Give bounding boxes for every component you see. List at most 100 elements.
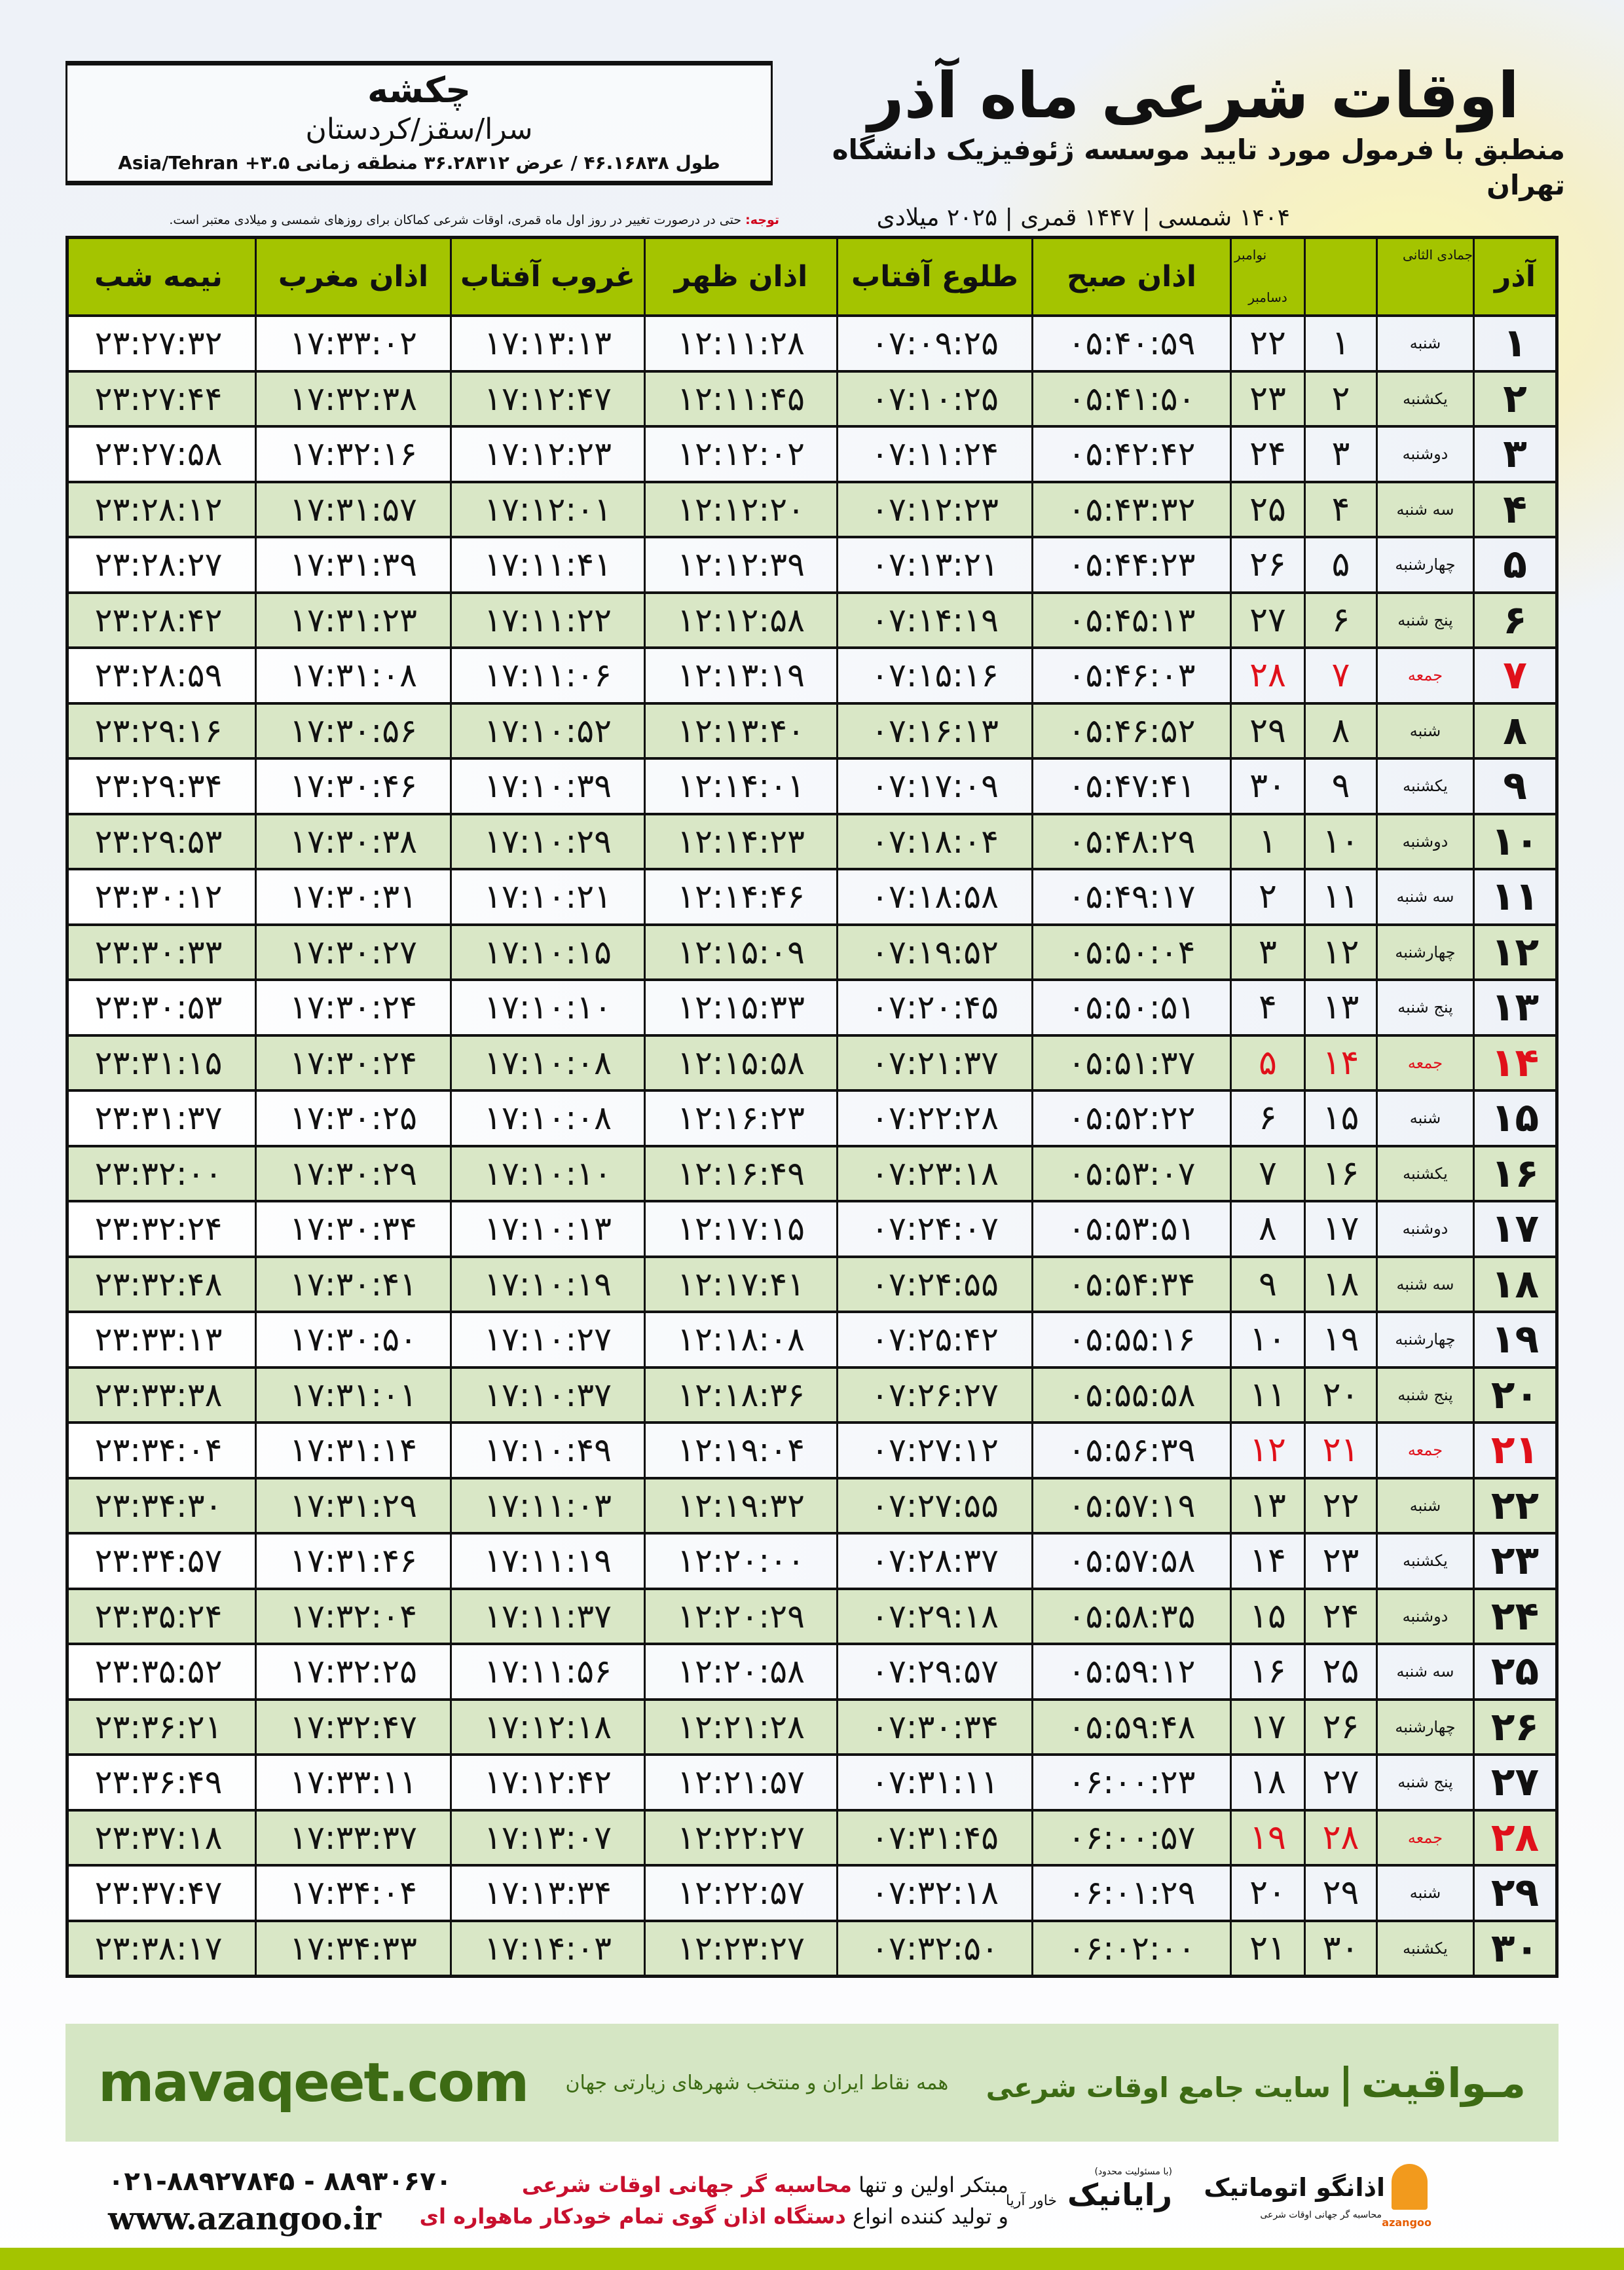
day-number: ۲۲ [1473,1479,1555,1532]
hijri-day: ۴ [1304,483,1376,536]
sunset-time: ۱۷:۱۱:۰۳ [450,1479,644,1532]
region-name: سرا/سقز/کردستان [305,113,533,146]
fajr-time: ۰۵:۴۷:۴۱ [1031,760,1230,813]
day-number: ۲۳ [1473,1535,1555,1588]
fajr-time: ۰۵:۴۳:۳۲ [1031,483,1230,536]
fajr-time: ۰۶:۰۲:۰۰ [1031,1922,1230,1975]
day-number: ۲۹ [1473,1867,1555,1920]
maghrib-time: ۱۷:۳۴:۰۴ [255,1867,450,1920]
day-number: ۳۰ [1473,1922,1555,1975]
sunset-time: ۱۷:۱۰:۱۰ [450,1147,644,1200]
header-month: آذر [1473,239,1555,314]
fajr-time: ۰۵:۵۷:۵۸ [1031,1535,1230,1588]
hijri-day: ۱۶ [1304,1147,1376,1200]
table-header: آذر جمادی الثانی نوامبر دسامبر اذان صبح ط… [69,239,1555,314]
slogan-line2: و تولید کننده انواع [845,2204,1008,2229]
gregorian-day: ۲۹ [1230,704,1304,757]
midnight-time: ۲۳:۲۸:۲۷ [94,546,223,584]
sunset-time: ۱۷:۱۰:۲۹ [450,815,644,868]
hijri-day: ۲ [1304,372,1376,425]
table-row: ۱ شنبه ۱ ۲۲ ۰۵:۴۰:۵۹ ۰۷:۰۹:۲۵ ۱۲:۱۱:۲۸ ۱۷:۱۳:۱۳… [69,314,1555,370]
weekday: سه شنبه [1376,483,1473,536]
day-number: ۹ [1473,760,1555,813]
table-row: ۲۸ جمعه ۲۸ ۱۹ ۰۶:۰۰:۵۷ ۰۷:۳۱:۴۵ ۱۲:۲۲:۲۷ ۱۷:۱۳:… [69,1808,1555,1864]
sunset-time: ۱۷:۱۱:۵۶ [450,1645,644,1698]
table-row: ۲۱ جمعه ۲۱ ۱۲ ۰۵:۵۶:۳۹ ۰۷:۲۷:۱۲ ۱۲:۱۹:۰۴ ۱۷:۱۰:… [69,1421,1555,1477]
sunrise-time: ۰۷:۱۷:۰۹ [836,760,1031,813]
table-row: ۳۰ یکشنبه ۳۰ ۲۱ ۰۶:۰۲:۰۰ ۰۷:۳۲:۵۰ ۱۲:۲۳:۲۷ ۱۷:۱… [69,1919,1555,1975]
hijri-day: ۵ [1304,538,1376,591]
weekday: سه شنبه [1376,1645,1473,1698]
dhuhr-time: ۱۲:۲۱:۵۷ [644,1756,836,1809]
sunrise-time: ۰۷:۲۱:۳۷ [836,1036,1031,1089]
header-hijri-label: جمادی الثانی [1403,247,1473,263]
hijri-day: ۱ [1304,317,1376,370]
fajr-time: ۰۵:۵۹:۱۲ [1031,1645,1230,1698]
midnight-time: ۲۳:۳۶:۲۱ [94,1707,223,1746]
table-row: ۲۴ دوشنبه ۲۴ ۱۵ ۰۵:۵۸:۳۵ ۰۷:۲۹:۱۸ ۱۲:۲۰:۲۹ ۱۷:۱… [69,1587,1555,1643]
site-link[interactable]: mavaqeet.com [98,2051,529,2114]
dhuhr-time: ۱۲:۱۴:۲۳ [644,815,836,868]
dhuhr-time: ۱۲:۱۳:۱۹ [644,649,836,702]
sunset-time: ۱۷:۱۰:۳۷ [450,1368,644,1421]
hijri-day: ۱۹ [1304,1313,1376,1366]
dhuhr-time: ۱۲:۱۲:۰۲ [644,428,836,481]
day-number: ۲۵ [1473,1645,1555,1698]
midnight-time: ۲۳:۲۸:۱۲ [94,490,223,529]
sunset-time: ۱۷:۱۰:۱۵ [450,925,644,978]
maghrib-time: ۱۷:۳۲:۳۸ [255,372,450,425]
gregorian-day: ۲۶ [1230,538,1304,591]
note-label: توجه: [745,213,779,227]
bottom-bar [0,2248,1624,2270]
table-row: ۲۹ شنبه ۲۹ ۲۰ ۰۶:۰۱:۲۹ ۰۷:۳۲:۱۸ ۱۲:۲۲:۵۷ ۱۷:۱۳:… [69,1864,1555,1920]
azangoo-link[interactable]: www.azangoo.ir [108,2201,382,2237]
maghrib-time: ۱۷:۳۰:۴۱ [255,1257,450,1311]
day-number: ۱۱ [1473,870,1555,923]
midnight-time: ۲۳:۳۱:۱۵ [94,1043,223,1082]
gregorian-day: ۱۲ [1230,1424,1304,1477]
day-number: ۱۲ [1473,925,1555,978]
sunset-time: ۱۷:۱۳:۰۷ [450,1811,644,1864]
weekday: شنبه [1376,1867,1473,1920]
brand-logo: مـواقیت|سایت جامع اوقات شرعی [986,2059,1526,2107]
sunrise-time: ۰۷:۲۴:۰۷ [836,1202,1031,1256]
day-number: ۱ [1473,317,1555,370]
fajr-time: ۰۵:۴۲:۴۲ [1031,428,1230,481]
sunrise-time: ۰۷:۲۷:۵۵ [836,1479,1031,1532]
day-number: ۱۶ [1473,1147,1555,1200]
midnight-time: ۲۳:۳۸:۱۷ [94,1929,223,1967]
weekday: دوشنبه [1376,428,1473,481]
brand-subtitle: سایت جامع اوقات شرعی [986,2071,1331,2104]
day-number: ۶ [1473,593,1555,646]
sunrise-time: ۰۷:۲۸:۳۷ [836,1535,1031,1588]
table-row: ۱۷ دوشنبه ۱۷ ۸ ۰۵:۵۳:۵۱ ۰۷:۲۴:۰۷ ۱۲:۱۷:۱۵ ۱۷:۱۰… [69,1200,1555,1256]
fajr-time: ۰۵:۴۵:۱۳ [1031,593,1230,646]
dhuhr-time: ۱۲:۱۸:۳۶ [644,1368,836,1421]
dhuhr-time: ۱۲:۱۷:۱۵ [644,1202,836,1256]
gregorian-day: ۴ [1230,981,1304,1034]
table-body: ۱ شنبه ۱ ۲۲ ۰۵:۴۰:۵۹ ۰۷:۰۹:۲۵ ۱۲:۱۱:۲۸ ۱۷:۱۳:۱۳… [69,314,1555,1975]
day-number: ۲ [1473,372,1555,425]
hijri-day: ۱۴ [1304,1036,1376,1089]
dhuhr-time: ۱۲:۱۶:۴۹ [644,1147,836,1200]
table-row: ۱۵ شنبه ۱۵ ۶ ۰۵:۵۲:۲۲ ۰۷:۲۲:۲۸ ۱۲:۱۶:۲۳ ۱۷:۱۰:۰… [69,1089,1555,1145]
day-number: ۲۷ [1473,1756,1555,1809]
hijri-day: ۲۷ [1304,1756,1376,1809]
dhuhr-time: ۱۲:۲۰:۵۸ [644,1645,836,1698]
page-title: اوقات شرعی ماه آذر [868,59,1519,132]
gregorian-day: ۷ [1230,1147,1304,1200]
gregorian-day: ۲۳ [1230,372,1304,425]
banner-tagline: همه نقاط ایران و منتخب شهرهای زیارتی جها… [565,2071,949,2094]
sunset-time: ۱۷:۱۲:۰۱ [450,483,644,536]
sunrise-time: ۰۷:۲۵:۴۲ [836,1313,1031,1366]
hijri-day: ۲۴ [1304,1590,1376,1643]
gregorian-day: ۲۰ [1230,1867,1304,1920]
fajr-time: ۰۶:۰۱:۲۹ [1031,1867,1230,1920]
rayanik-name: رایانیک [1067,2177,1172,2212]
rayanik-small: (با مسئولیت محدود) [1094,2167,1172,2177]
coordinates: طول ۴۶.۱۶۸۳۸ / عرض ۳۶.۲۸۳۱۲ منطقه زمانی … [118,152,720,174]
hijri-day: ۱۸ [1304,1257,1376,1311]
day-number: ۲۸ [1473,1811,1555,1864]
table-row: ۲۰ پنج شنبه ۲۰ ۱۱ ۰۵:۵۵:۵۸ ۰۷:۲۶:۲۷ ۱۲:۱۸:۳۶ ۱۷… [69,1366,1555,1421]
midnight-time: ۲۳:۳۲:۲۴ [94,1210,223,1248]
